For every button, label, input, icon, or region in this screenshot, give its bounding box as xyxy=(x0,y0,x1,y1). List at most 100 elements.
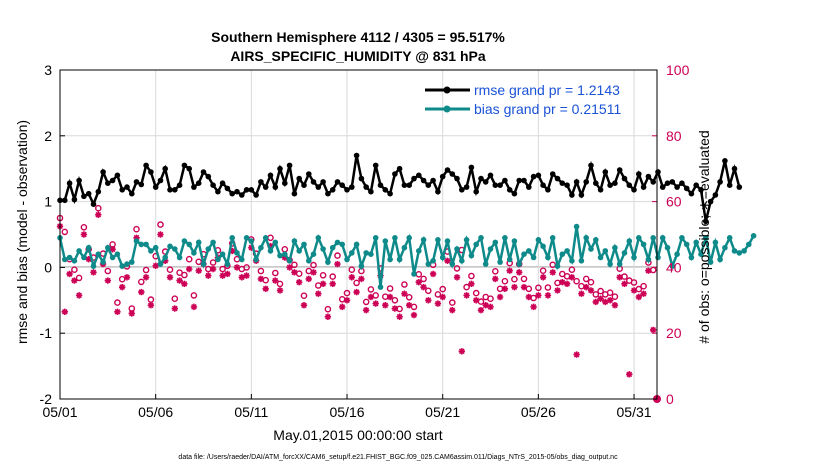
rmse-point xyxy=(282,180,288,186)
bias-point xyxy=(85,244,92,251)
bias-point xyxy=(659,235,666,241)
bias-point xyxy=(482,261,489,267)
rmse-point xyxy=(349,184,355,190)
obs-possible-point xyxy=(487,295,494,303)
obs-evaluated-point xyxy=(109,246,116,253)
rmse-point xyxy=(243,187,250,193)
bias-point xyxy=(416,248,422,254)
obs-possible-point xyxy=(291,261,298,269)
bias-point xyxy=(478,235,484,241)
obs-possible-point xyxy=(511,275,518,283)
rmse-point xyxy=(195,180,202,186)
obs-evaluated-point xyxy=(281,254,289,261)
obs-possible-point xyxy=(386,285,394,292)
rmse-point xyxy=(119,187,125,193)
rmse-point xyxy=(95,188,102,195)
bias-point xyxy=(172,246,178,252)
bias-point xyxy=(239,256,245,263)
obs-evaluated-point xyxy=(276,287,284,294)
obs-evaluated-point xyxy=(559,279,566,286)
obs-possible-point xyxy=(104,267,112,275)
rmse-point xyxy=(726,182,733,188)
bias-point xyxy=(535,237,542,243)
obs-evaluated-point xyxy=(295,279,303,286)
bias-point xyxy=(726,235,733,241)
y-tick-label-left: -2 xyxy=(40,391,53,407)
rmse-point xyxy=(559,180,566,186)
obs-evaluated-point xyxy=(315,290,322,297)
footer-data-file: data file: /Users/raeder/DAI/ATM_forcXX/… xyxy=(178,454,618,461)
rmse-point xyxy=(669,179,676,185)
rmse-point xyxy=(626,182,633,188)
obs-evaluated-point xyxy=(583,283,590,291)
rmse-point xyxy=(416,172,422,179)
obs-evaluated-point xyxy=(406,302,413,309)
rmse-point xyxy=(439,173,446,180)
y-tick-label-left: 0 xyxy=(44,259,52,275)
obs-evaluated-point xyxy=(133,234,140,241)
obs-evaluated-point xyxy=(128,310,135,317)
bias-point xyxy=(66,254,73,261)
bias-point xyxy=(741,248,747,254)
bias-point xyxy=(679,235,685,241)
bias-point xyxy=(262,235,269,241)
bias-point xyxy=(463,237,470,243)
bias-point xyxy=(358,263,365,269)
obs-possible-point xyxy=(539,267,547,275)
obs-evaluated-point xyxy=(157,231,164,238)
obs-evaluated-point xyxy=(262,285,269,292)
bias-point xyxy=(717,256,723,263)
rmse-point xyxy=(621,175,628,182)
rmse-point xyxy=(239,192,245,198)
rmse-point xyxy=(325,190,331,197)
rmse-point xyxy=(401,182,408,188)
obs-evaluated-point xyxy=(420,283,427,291)
bias-point xyxy=(511,238,518,244)
x-tick-label: 05/21 xyxy=(425,404,460,420)
rmse-point xyxy=(148,169,154,175)
obs-evaluated-point xyxy=(453,274,461,281)
y-tick-label-left: 1 xyxy=(44,194,52,210)
obs-evaluated-point xyxy=(563,280,571,288)
obs-evaluated-point xyxy=(429,270,437,278)
rmse-point xyxy=(205,173,212,180)
obs-possible-point xyxy=(606,289,614,297)
obs-evaluated-point xyxy=(396,313,403,320)
bias-point xyxy=(444,238,451,244)
rmse-point xyxy=(521,177,527,184)
rmse-point xyxy=(602,169,609,175)
bias-point xyxy=(554,263,561,269)
rmse-point xyxy=(301,182,307,188)
legend-bias-label: bias grand pr = 0.21511 xyxy=(474,101,621,117)
rmse-point xyxy=(167,187,173,193)
rmse-point xyxy=(569,192,575,198)
obs-evaluated-point xyxy=(530,303,537,311)
obs-evaluated-point xyxy=(61,308,68,316)
rmse-point xyxy=(85,190,92,197)
obs-evaluated-point xyxy=(616,274,623,281)
bias-point xyxy=(411,271,417,277)
obs-possible-point xyxy=(343,289,351,297)
rmse-point xyxy=(516,177,522,184)
rmse-point xyxy=(215,188,221,195)
obs-possible-point xyxy=(185,255,193,263)
bias-point xyxy=(90,263,97,269)
bias-point xyxy=(62,256,68,263)
bias-point xyxy=(526,248,532,254)
rmse-point xyxy=(105,180,111,186)
bias-point xyxy=(454,246,460,252)
legend-bias-marker xyxy=(443,105,451,113)
rmse-point xyxy=(90,201,97,207)
bias-point xyxy=(253,256,259,263)
rmse-point xyxy=(81,193,87,200)
bias-point xyxy=(439,254,446,261)
obs-evaluated-point xyxy=(520,283,528,291)
chart-title: Southern Hemisphere 4112 / 4305 = 95.517… xyxy=(211,29,505,45)
bias-point xyxy=(267,248,274,254)
rmse-point xyxy=(640,184,647,190)
rmse-point xyxy=(593,180,599,186)
bias-point xyxy=(449,261,456,267)
rmse-point xyxy=(473,188,480,195)
rmse-point xyxy=(636,171,642,177)
rmse-point xyxy=(306,171,312,177)
